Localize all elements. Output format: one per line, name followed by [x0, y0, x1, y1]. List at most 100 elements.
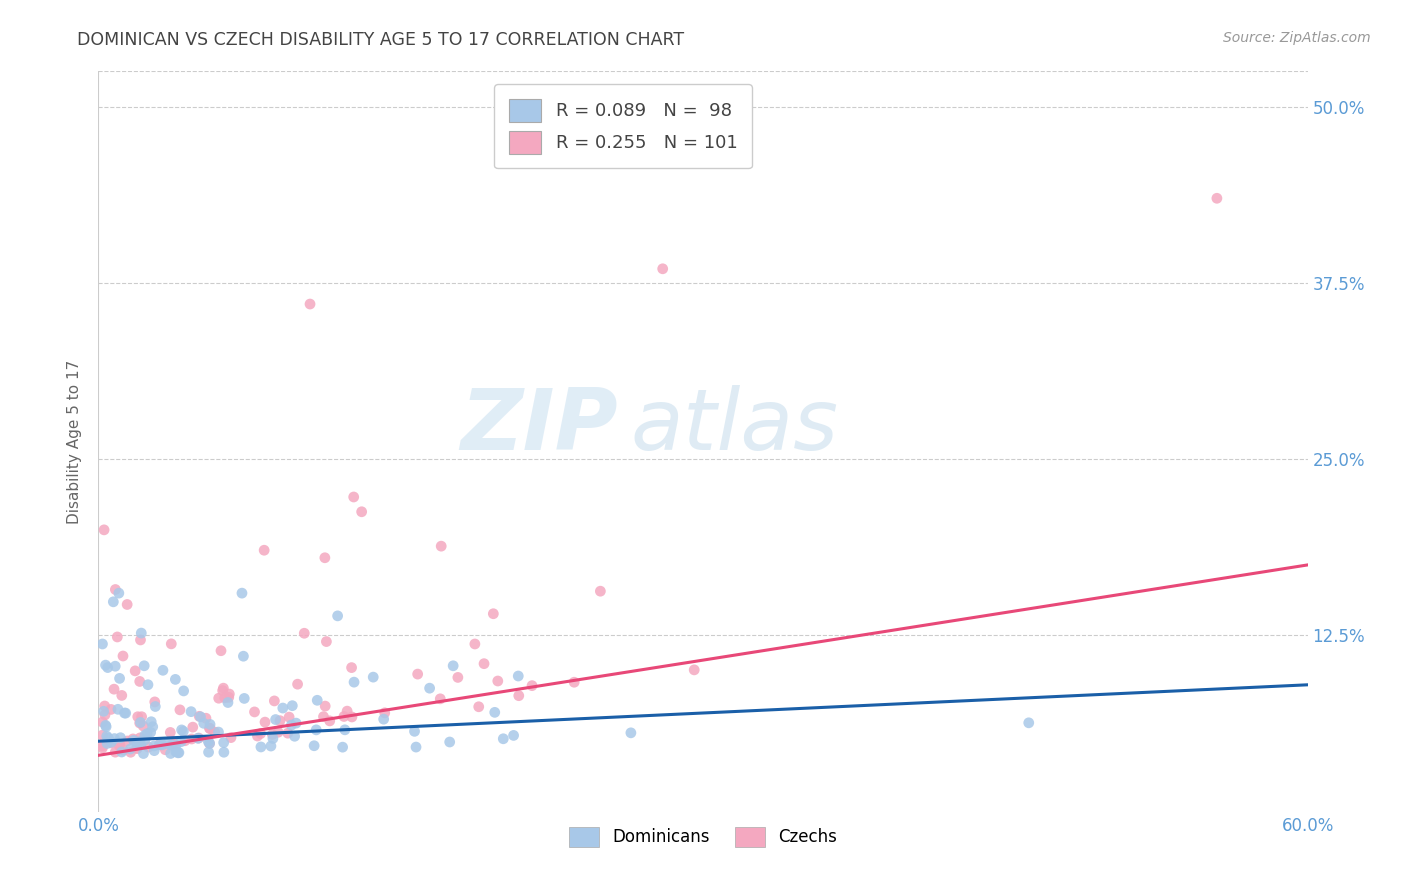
- Point: [267, 725, 290, 739]
- Point: [280, 718, 302, 732]
- Point: [181, 720, 204, 734]
- Point: [114, 706, 136, 720]
- Point: [278, 710, 301, 724]
- Point: [143, 695, 166, 709]
- Point: [111, 689, 134, 703]
- Point: [150, 738, 173, 752]
- Point: [492, 731, 515, 746]
- Point: [174, 733, 197, 747]
- Point: [209, 644, 232, 658]
- Point: [299, 297, 322, 311]
- Point: [188, 709, 211, 723]
- Point: [198, 717, 221, 731]
- Point: [260, 739, 283, 753]
- Point: [281, 698, 304, 713]
- Point: [508, 669, 530, 683]
- Point: [173, 684, 195, 698]
- Point: [120, 745, 142, 759]
- Point: [103, 595, 125, 609]
- Point: [165, 745, 187, 759]
- Point: [127, 741, 149, 756]
- Text: ZIP: ZIP: [461, 385, 619, 468]
- Point: [108, 739, 131, 753]
- Point: [187, 731, 209, 745]
- Point: [464, 637, 486, 651]
- Point: [148, 738, 170, 752]
- Point: [253, 715, 276, 730]
- Point: [250, 739, 273, 754]
- Point: [136, 726, 159, 740]
- Point: [1206, 191, 1229, 205]
- Point: [312, 709, 335, 723]
- Point: [111, 745, 134, 759]
- Point: [405, 740, 427, 755]
- Point: [159, 725, 181, 739]
- Point: [447, 670, 470, 684]
- Point: [94, 658, 117, 673]
- Point: [350, 505, 373, 519]
- Point: [143, 739, 166, 753]
- Point: [152, 663, 174, 677]
- Point: [208, 691, 231, 706]
- Point: [104, 582, 127, 597]
- Point: [249, 726, 271, 740]
- Point: [520, 679, 543, 693]
- Point: [333, 709, 356, 723]
- Point: [143, 699, 166, 714]
- Point: [128, 716, 150, 731]
- Point: [129, 731, 152, 745]
- Point: [287, 677, 309, 691]
- Point: [149, 737, 172, 751]
- Point: [134, 733, 156, 747]
- Point: [430, 539, 453, 553]
- Point: [167, 746, 190, 760]
- Point: [138, 740, 160, 755]
- Point: [472, 657, 495, 671]
- Point: [482, 607, 505, 621]
- Point: [93, 698, 115, 713]
- Point: [305, 723, 328, 737]
- Point: [124, 664, 146, 678]
- Point: [129, 734, 152, 748]
- Point: [262, 727, 284, 741]
- Point: [212, 745, 235, 759]
- Point: [263, 694, 285, 708]
- Point: [284, 729, 307, 743]
- Point: [264, 713, 287, 727]
- Point: [204, 725, 226, 739]
- Point: [94, 720, 117, 734]
- Point: [285, 716, 308, 731]
- Point: [361, 670, 384, 684]
- Point: [142, 720, 165, 734]
- Point: [103, 682, 125, 697]
- Text: DOMINICAN VS CZECH DISABILITY AGE 5 TO 17 CORRELATION CHART: DOMINICAN VS CZECH DISABILITY AGE 5 TO 1…: [77, 31, 685, 49]
- Point: [508, 689, 530, 703]
- Point: [104, 659, 127, 673]
- Point: [160, 738, 183, 752]
- Point: [97, 660, 120, 674]
- Point: [129, 632, 152, 647]
- Point: [159, 747, 181, 761]
- Point: [94, 718, 117, 732]
- Point: [271, 701, 294, 715]
- Point: [336, 704, 359, 718]
- Point: [163, 737, 186, 751]
- Point: [302, 739, 325, 753]
- Point: [197, 745, 219, 759]
- Point: [333, 723, 356, 737]
- Point: [292, 626, 315, 640]
- Point: [180, 705, 202, 719]
- Point: [190, 710, 212, 724]
- Point: [156, 737, 179, 751]
- Point: [122, 733, 145, 747]
- Point: [194, 711, 217, 725]
- Point: [214, 690, 236, 705]
- Point: [170, 723, 193, 737]
- Point: [484, 706, 506, 720]
- Point: [562, 675, 585, 690]
- Point: [115, 598, 138, 612]
- Point: [486, 673, 509, 688]
- Point: [170, 734, 193, 748]
- Point: [197, 734, 219, 748]
- Point: [132, 747, 155, 761]
